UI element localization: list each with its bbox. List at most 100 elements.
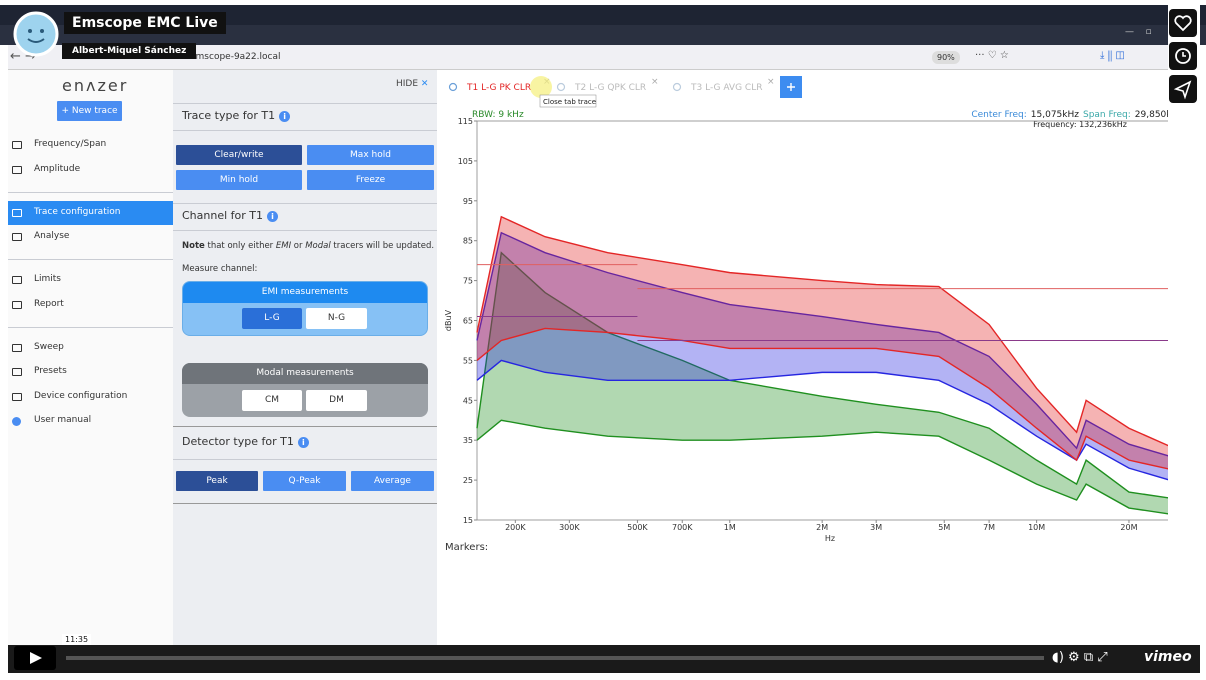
trace-upper <box>476 215 1168 447</box>
progress-bar[interactable] <box>66 656 1044 660</box>
menu-icon <box>12 233 22 241</box>
browser-icons[interactable]: ··· ♡ ☆ <box>975 50 1009 61</box>
hide-button[interactable]: HIDE ✕ <box>396 79 429 89</box>
menu-icon <box>12 368 22 376</box>
sidebar <box>8 70 173 645</box>
freq-center: 15,075kHz <box>1031 110 1079 120</box>
video-author[interactable]: Albert-Miquel Sánchez <box>62 43 197 59</box>
measure-label: Measure channel: <box>182 264 258 274</box>
trace-upper <box>476 231 1168 457</box>
y-tick-label: 65 <box>463 317 473 326</box>
download-icon[interactable]: ⤓ ⫼ ◫ <box>1100 50 1125 61</box>
note-part: EMI <box>275 241 292 251</box>
y-tick-label: 35 <box>463 436 473 445</box>
window-controls[interactable]: — ▫ <box>1125 27 1152 37</box>
menu-icon <box>12 209 22 217</box>
tab-label[interactable]: T2 L-G QPK CLR <box>574 83 646 93</box>
note-part: that only either <box>204 241 276 251</box>
emi-title: EMI measurements <box>183 282 427 303</box>
video-title[interactable]: Emscope EMC Live <box>64 12 226 34</box>
player-icons[interactable]: ◖) ⚙ ⧉ ⤢ <box>1052 650 1108 665</box>
trace-button[interactable]: Freeze <box>307 170 434 190</box>
tab-close: × <box>651 77 659 87</box>
trace-upper <box>476 251 1168 499</box>
marker-frequency: Frequency: 132,236kHz <box>1033 120 1127 129</box>
trace-button[interactable]: Min hold <box>176 170 302 190</box>
y-tick-label: 75 <box>463 277 473 286</box>
hide-label[interactable]: HIDE <box>396 79 419 89</box>
menu-icon <box>12 276 22 284</box>
y-tick-label: 55 <box>463 356 473 365</box>
detector-label: Detector type for T1 <box>182 435 294 448</box>
trace-band <box>477 232 1168 480</box>
x-tick-label: 300K <box>559 523 580 532</box>
logo: enʌzer <box>62 76 129 95</box>
freq-span-label: Span Freq: <box>1083 110 1131 120</box>
menu-selected <box>8 201 173 225</box>
menu-item[interactable]: User manual <box>34 415 92 425</box>
zoom[interactable]: 90% <box>932 51 960 64</box>
cursor-highlight <box>530 76 552 98</box>
chart-area: T1 L-G PK CLR × T2 L-G QPK CLR × T3 L-G AVG … <box>444 76 1168 543</box>
y-axis-label: dBuV <box>444 309 453 331</box>
rbw: RBW: 9 kHz <box>472 110 524 120</box>
modal-button[interactable]: CM <box>242 390 302 411</box>
time-label: 11:35 <box>62 634 92 645</box>
tab-label[interactable]: T3 L-G AVG CLR <box>690 83 762 93</box>
markers-label: Markers: <box>445 542 489 553</box>
menu-item[interactable]: Limits <box>34 274 61 284</box>
freq-span: 29,850kHz <box>1135 110 1168 120</box>
menu-item[interactable]: Amplitude <box>34 164 81 174</box>
address-bar <box>8 45 1168 70</box>
tab-icon <box>448 82 458 92</box>
x-tick-label: 3M <box>870 523 882 532</box>
modal-box: Modal measurements <box>182 363 428 417</box>
emi-box: EMI measurements <box>182 281 428 336</box>
trace-type-label: Trace type for T1 <box>182 109 276 122</box>
modal-title: Modal measurements <box>182 363 428 384</box>
detector-button[interactable]: Peak <box>176 471 258 491</box>
detector-button[interactable]: Average <box>351 471 434 491</box>
menu-item[interactable]: Frequency/Span <box>34 139 107 149</box>
note-part: tracers will be updated. <box>330 241 435 251</box>
tab-icon <box>672 82 682 92</box>
y-tick-label: 85 <box>463 237 473 246</box>
trace-button[interactable]: Clear/write <box>176 145 302 165</box>
play-button[interactable] <box>14 646 56 670</box>
tab-label[interactable]: T1 L-G PK CLR <box>466 83 531 93</box>
menu-item[interactable]: Analyse <box>34 231 70 241</box>
y-tick-label: 25 <box>463 476 473 485</box>
x-tick-label: 5M <box>938 523 950 532</box>
menu-item[interactable]: Device configuration <box>34 391 128 401</box>
trace-button[interactable]: Max hold <box>307 145 434 165</box>
section-title: Detector type for T1 i <box>182 435 309 448</box>
note-part: Modal <box>305 241 331 251</box>
trace-lower <box>476 327 1168 470</box>
x-tick-label: 7M <box>983 523 995 532</box>
vimeo-actions[interactable] <box>1168 8 1198 108</box>
x-tick-label: 2M <box>816 523 828 532</box>
emi-button[interactable]: N-G <box>306 308 367 329</box>
menu-item[interactable]: Presets <box>34 366 67 376</box>
vimeo-logo[interactable]: vimeo <box>1144 649 1192 665</box>
detector-button[interactable]: Q-Peak <box>263 471 346 491</box>
menu-item[interactable]: Sweep <box>34 342 64 352</box>
x-tick-label: 500K <box>627 523 648 532</box>
tooltip-box <box>539 94 597 108</box>
menu-item[interactable]: Trace configuration <box>34 207 121 217</box>
modal-button[interactable]: DM <box>306 390 367 411</box>
note-part: Note <box>182 241 205 251</box>
tab-icon <box>556 82 566 92</box>
x-tick-label: 200K <box>505 523 526 532</box>
x-tick-label: 10M <box>1028 523 1045 532</box>
tooltip: Close tab trace <box>543 98 596 106</box>
new-trace-button[interactable]: + New trace <box>57 101 122 121</box>
y-tick-label: 15 <box>463 516 473 525</box>
menu-item[interactable]: Report <box>34 299 64 309</box>
side-strip <box>1168 5 1200 645</box>
url[interactable]: emscope-9a22.local <box>190 52 281 62</box>
x-axis-label: Hz <box>825 534 835 543</box>
menu-icon <box>12 393 22 401</box>
emi-button[interactable]: L-G <box>242 308 302 329</box>
